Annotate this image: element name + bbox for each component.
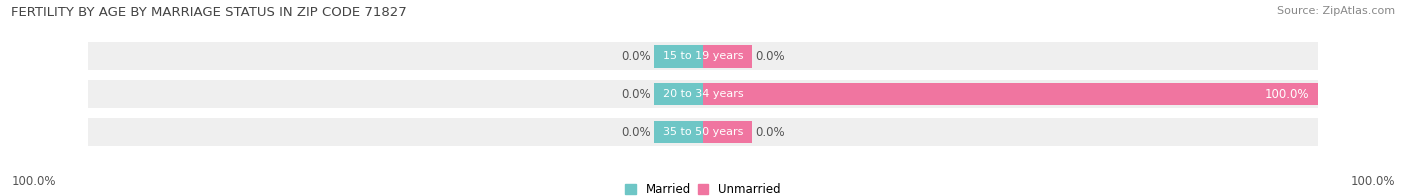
- Text: FERTILITY BY AGE BY MARRIAGE STATUS IN ZIP CODE 71827: FERTILITY BY AGE BY MARRIAGE STATUS IN Z…: [11, 6, 406, 19]
- Bar: [654, 121, 703, 143]
- Bar: [87, 42, 1319, 70]
- Text: 100.0%: 100.0%: [11, 175, 56, 188]
- Legend: Married, Unmarried: Married, Unmarried: [626, 183, 780, 196]
- Bar: [703, 121, 752, 143]
- Text: 100.0%: 100.0%: [1350, 175, 1395, 188]
- Text: 0.0%: 0.0%: [755, 125, 785, 139]
- Bar: [87, 118, 1319, 146]
- Text: 0.0%: 0.0%: [621, 50, 651, 63]
- Text: 0.0%: 0.0%: [755, 50, 785, 63]
- Text: 0.0%: 0.0%: [621, 125, 651, 139]
- Text: 100.0%: 100.0%: [1264, 88, 1309, 101]
- Bar: [703, 83, 1319, 105]
- Text: 20 to 34 years: 20 to 34 years: [662, 89, 744, 99]
- Bar: [654, 45, 703, 68]
- Text: 15 to 19 years: 15 to 19 years: [662, 51, 744, 61]
- Bar: [654, 83, 703, 105]
- Text: 35 to 50 years: 35 to 50 years: [662, 127, 744, 137]
- Text: 0.0%: 0.0%: [621, 88, 651, 101]
- Bar: [703, 45, 752, 68]
- Text: Source: ZipAtlas.com: Source: ZipAtlas.com: [1277, 6, 1395, 16]
- Bar: [87, 80, 1319, 108]
